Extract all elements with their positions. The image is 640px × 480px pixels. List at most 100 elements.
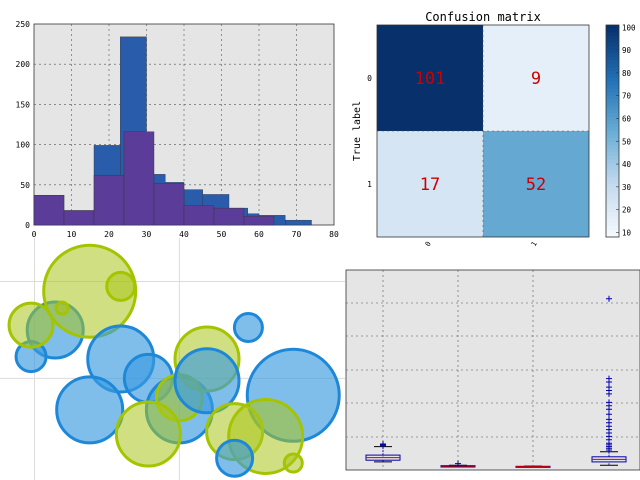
colorbar-tick-label: 30 [622, 183, 632, 192]
colorbar-segment [606, 28, 619, 33]
confusion-matrix-y-tick-label: 1 [367, 180, 372, 189]
confusion-matrix-value: 52 [526, 175, 546, 195]
histogram-y-tick-label: 250 [16, 20, 31, 29]
confusion-matrix-cell [483, 131, 589, 237]
colorbar-segment [606, 208, 619, 213]
colorbar-tick-label: 100 [622, 23, 636, 32]
histogram-bar [213, 207, 245, 226]
histogram-bar [243, 215, 275, 226]
colorbar-tick-label: 50 [622, 137, 632, 146]
colorbar-tick-label: 80 [622, 69, 632, 78]
colorbar-segment [606, 222, 619, 227]
colorbar-segment [606, 205, 619, 210]
colorbar-segment [606, 109, 619, 114]
colorbar-segment [606, 145, 619, 150]
bubble-point [42, 243, 138, 339]
histogram-x-tick-label: 20 [104, 230, 114, 239]
colorbar-segment [606, 88, 619, 93]
confusion-matrix-y-tick-label: 0 [367, 74, 372, 83]
colorbar-segment [606, 131, 619, 136]
colorbar-segment [606, 226, 619, 231]
colorbar-tick-label: 60 [622, 114, 632, 123]
colorbar-tick-label: 70 [622, 92, 632, 101]
colorbar-segment [606, 113, 619, 118]
colorbar-segment [606, 212, 619, 217]
colorbar-segment [606, 134, 619, 139]
colorbar-tick-label: 40 [622, 160, 632, 169]
confusion-matrix-value: 101 [415, 69, 446, 89]
colorbar-segment [606, 152, 619, 157]
colorbar-segment [606, 173, 619, 178]
colorbar-segment [606, 99, 619, 104]
colorbar-segment [606, 194, 619, 199]
colorbar-segment [606, 53, 619, 58]
colorbar-segment [606, 141, 619, 146]
boxplot-outlier [380, 441, 386, 448]
histogram-x-tick-label: 30 [142, 230, 152, 239]
colorbar-tick-label: 20 [622, 206, 632, 215]
colorbar-segment [606, 25, 619, 30]
boxplot-outlier [606, 295, 612, 302]
bubble-point [282, 452, 304, 474]
boxplot-outlier [455, 460, 461, 467]
boxplot-outlier [606, 416, 612, 423]
histogram-y-tick-label: 100 [16, 141, 31, 150]
colorbar-segment [606, 106, 619, 111]
colorbar-segment [606, 35, 619, 40]
histogram-bar [93, 174, 125, 226]
colorbar-frame [605, 24, 620, 238]
confusion-matrix-x-tick-label: 0 [424, 240, 433, 248]
histogram-chart: 0 10 20 30 40 50 60 70 80 0 50 100 150 200 250 [16, 20, 339, 239]
histogram-x-tick-label: 50 [217, 230, 227, 239]
colorbar-segment [606, 95, 619, 100]
bubble-chart [0, 238, 345, 480]
colorbar-segment [606, 215, 619, 220]
colorbar-segment [606, 120, 619, 125]
colorbar-segment [606, 198, 619, 203]
confusion-matrix-x-tick-label: 1 [530, 240, 539, 248]
colorbar-segment [606, 116, 619, 121]
colorbar-segment [606, 85, 619, 90]
colorbar-segment [606, 176, 619, 182]
colorbar-segment [606, 233, 619, 238]
bubble-point [215, 438, 255, 478]
colorbar-segment [606, 70, 619, 76]
colorbar-segment [606, 219, 619, 224]
bubble-point [114, 400, 182, 468]
colorbar-segment [606, 162, 619, 167]
confusion-matrix-value: 9 [531, 69, 541, 89]
confusion-matrix-title: Confusion matrix [425, 10, 541, 24]
histogram-bar [153, 182, 185, 226]
colorbar-segment [606, 39, 619, 44]
colorbar-segment [606, 159, 619, 164]
bubble-point [54, 300, 70, 316]
histogram-x-tick-label: 80 [329, 230, 339, 239]
histogram-bar [123, 131, 155, 226]
colorbar-segment [606, 201, 619, 206]
histogram-y-tick-label: 50 [20, 181, 30, 190]
histogram-x-tick-label: 10 [67, 230, 77, 239]
colorbar-segment [606, 78, 619, 83]
bubble-point [105, 270, 137, 302]
colorbar-segment [606, 191, 619, 196]
histogram-x-tick-label: 60 [254, 230, 264, 239]
histogram-bar [33, 195, 65, 226]
histogram-y-tick-label: 150 [16, 100, 31, 109]
histogram-y-tick-label: 0 [25, 221, 30, 230]
bubble-point [7, 301, 55, 349]
boxplot-outlier [606, 411, 612, 418]
confusion-matrix-value: 17 [420, 175, 440, 195]
histogram-y-tick-label: 200 [16, 60, 31, 69]
bubble-point [55, 375, 125, 445]
confusion-matrix-cell [483, 25, 589, 131]
confusion-matrix-cell [377, 25, 483, 131]
colorbar-segment [606, 127, 619, 132]
colorbar-tick-label: 10 [622, 228, 632, 237]
colorbar-segment [606, 56, 619, 61]
histogram-bar [285, 219, 312, 226]
colorbar-segment [606, 184, 619, 189]
boxplot-outlier [606, 384, 612, 391]
colorbar-segment [606, 187, 619, 192]
